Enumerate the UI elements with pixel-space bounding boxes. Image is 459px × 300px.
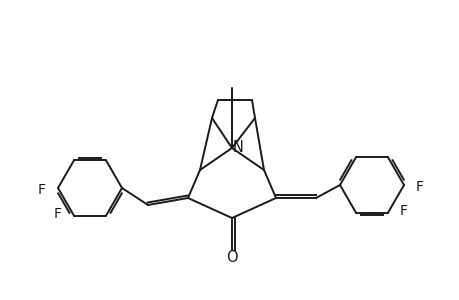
Text: O: O — [226, 250, 237, 266]
Text: N: N — [232, 140, 243, 154]
Text: F: F — [54, 207, 62, 221]
Text: F: F — [38, 183, 46, 197]
Text: F: F — [415, 180, 423, 194]
Text: F: F — [399, 204, 407, 218]
